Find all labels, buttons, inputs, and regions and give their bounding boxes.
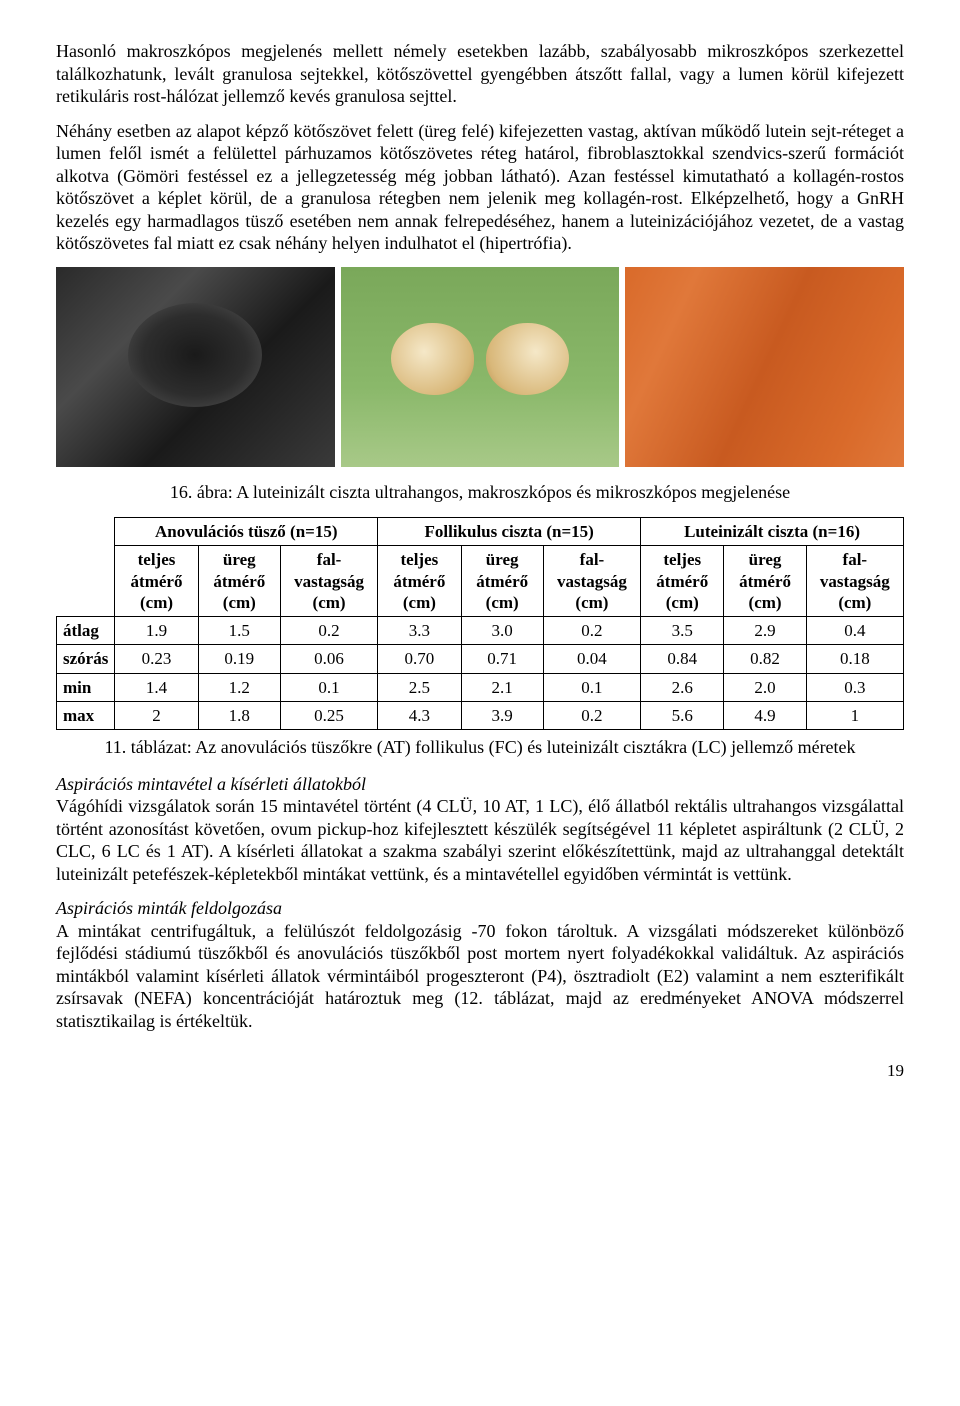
table-cell: 0.3 — [806, 673, 903, 701]
table-subheader: fal-vastagság (cm) — [543, 546, 640, 617]
table-caption: 11. táblázat: Az anovulációs tüszőkre (A… — [56, 736, 904, 759]
figure-row — [56, 267, 904, 467]
table-cell: 0.25 — [280, 701, 377, 729]
table-group-header: Follikulus ciszta (n=15) — [378, 518, 641, 546]
table-row-label: átlag — [57, 617, 115, 645]
table-subheader-row: teljes átmérő (cm) üreg átmérő (cm) fal-… — [57, 546, 904, 617]
table-cell: 0.82 — [724, 645, 806, 673]
table-cell: 5.6 — [641, 701, 724, 729]
table-cell: 0.18 — [806, 645, 903, 673]
table-cell: 1.5 — [198, 617, 280, 645]
table-row: min1.41.20.12.52.10.12.62.00.3 — [57, 673, 904, 701]
table-subheader: üreg átmérő (cm) — [198, 546, 280, 617]
table-cell: 0.4 — [806, 617, 903, 645]
table-subheader: teljes átmérő (cm) — [115, 546, 198, 617]
table-cell: 3.0 — [461, 617, 543, 645]
section-1-heading: Aspirációs mintavétel a kísérleti állato… — [56, 773, 904, 796]
table-cell: 0.23 — [115, 645, 198, 673]
table-cell: 1.9 — [115, 617, 198, 645]
table-cell: 0.19 — [198, 645, 280, 673]
section-1-body: Vágóhídi vizsgálatok során 15 mintavétel… — [56, 795, 904, 885]
figure-macroscopic — [341, 267, 620, 467]
table-subheader: teljes átmérő (cm) — [378, 546, 461, 617]
table-row-label: min — [57, 673, 115, 701]
table-cell: 0.2 — [280, 617, 377, 645]
table-cell: 4.3 — [378, 701, 461, 729]
table-corner-cell — [57, 518, 115, 617]
table-group-header: Luteinizált ciszta (n=16) — [641, 518, 904, 546]
section-2-body: A mintákat centrifugáltuk, a felülúszót … — [56, 920, 904, 1033]
table-cell: 1 — [806, 701, 903, 729]
section-2-heading: Aspirációs minták feldolgozása — [56, 897, 904, 920]
table-subheader: üreg átmérő (cm) — [724, 546, 806, 617]
table-cell: 0.70 — [378, 645, 461, 673]
table-row-label: max — [57, 701, 115, 729]
table-group-row: Anovulációs tüsző (n=15) Follikulus cisz… — [57, 518, 904, 546]
table-cell: 0.2 — [543, 617, 640, 645]
table-cell: 2.0 — [724, 673, 806, 701]
paragraph-1: Hasonló makroszkópos megjelenés mellett … — [56, 40, 904, 108]
figure-ultrasound — [56, 267, 335, 467]
table-row-label: szórás — [57, 645, 115, 673]
table-cell: 0.2 — [543, 701, 640, 729]
table-cell: 0.04 — [543, 645, 640, 673]
table-cell: 3.5 — [641, 617, 724, 645]
table-row: átlag1.91.50.23.33.00.23.52.90.4 — [57, 617, 904, 645]
figure-caption: 16. ábra: A luteinizált ciszta ultrahang… — [56, 481, 904, 504]
table-subheader: fal-vastagság (cm) — [280, 546, 377, 617]
table-subheader: üreg átmérő (cm) — [461, 546, 543, 617]
table-row: max21.80.254.33.90.25.64.91 — [57, 701, 904, 729]
table-row: szórás0.230.190.060.700.710.040.840.820.… — [57, 645, 904, 673]
table-cell: 0.06 — [280, 645, 377, 673]
table-cell: 2.6 — [641, 673, 724, 701]
table-group-header: Anovulációs tüsző (n=15) — [115, 518, 378, 546]
table-cell: 4.9 — [724, 701, 806, 729]
paragraph-2: Néhány esetben az alapot képző kötőszöve… — [56, 120, 904, 255]
table-subheader: teljes átmérő (cm) — [641, 546, 724, 617]
table-cell: 2.1 — [461, 673, 543, 701]
table-cell: 0.71 — [461, 645, 543, 673]
table-cell: 0.1 — [280, 673, 377, 701]
measurements-table: Anovulációs tüsző (n=15) Follikulus cisz… — [56, 517, 904, 730]
table-cell: 2.9 — [724, 617, 806, 645]
table-cell: 2.5 — [378, 673, 461, 701]
table-cell: 0.1 — [543, 673, 640, 701]
table-cell: 3.9 — [461, 701, 543, 729]
table-cell: 2 — [115, 701, 198, 729]
table-cell: 1.4 — [115, 673, 198, 701]
table-body: átlag1.91.50.23.33.00.23.52.90.4szórás0.… — [57, 617, 904, 730]
figure-microscopic — [625, 267, 904, 467]
table-subheader: fal-vastagság (cm) — [806, 546, 903, 617]
page-number: 19 — [56, 1060, 904, 1081]
table-cell: 1.2 — [198, 673, 280, 701]
table-cell: 1.8 — [198, 701, 280, 729]
table-cell: 3.3 — [378, 617, 461, 645]
table-cell: 0.84 — [641, 645, 724, 673]
